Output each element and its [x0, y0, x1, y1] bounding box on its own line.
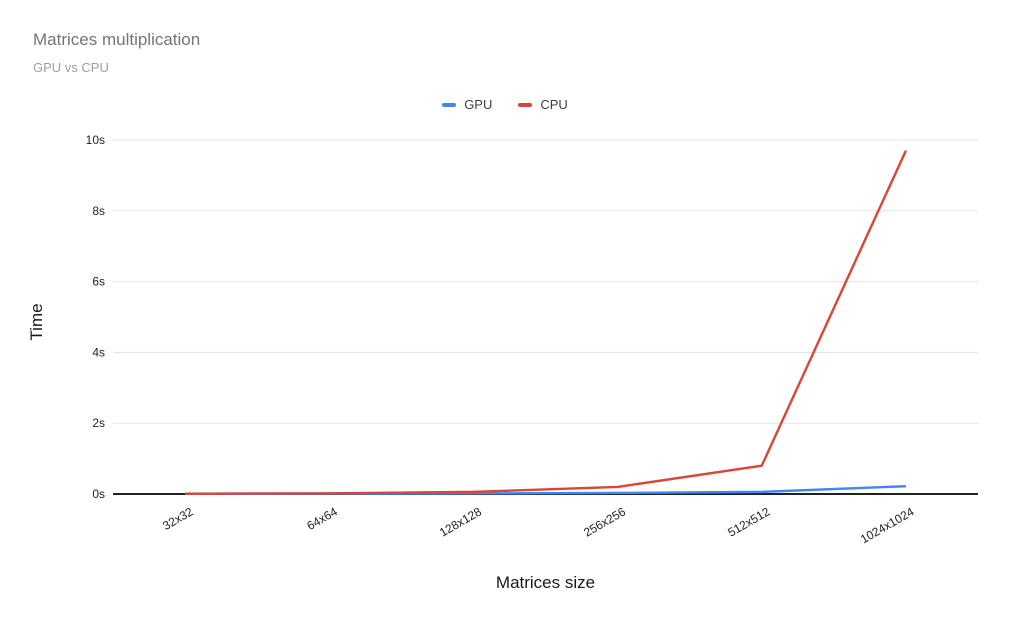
legend: GPU CPU [0, 97, 1010, 112]
y-tick-label: 10s [86, 133, 105, 147]
x-tick-label: 1024x1024 [858, 504, 917, 546]
x-tick-label: 256x256 [581, 504, 628, 539]
y-axis-title: Time [27, 303, 46, 340]
legend-item-gpu[interactable]: GPU [442, 97, 492, 112]
x-tick-label: 512x512 [725, 504, 772, 539]
chart-title: Matrices multiplication [33, 30, 201, 49]
chart-subtitle: GPU vs CPU [33, 60, 109, 75]
x-tick-label: 32x32 [160, 504, 196, 533]
y-tick-label: 6s [92, 275, 105, 289]
y-tick-label: 4s [92, 345, 105, 359]
y-tick-label: 2s [92, 416, 105, 430]
x-tick-label: 128x128 [437, 504, 484, 539]
legend-label: GPU [464, 97, 493, 112]
legend-label: CPU [540, 97, 568, 112]
legend-item-cpu[interactable]: CPU [518, 97, 568, 112]
x-tick-label: 64x64 [304, 504, 340, 533]
legend-swatch-cpu [518, 102, 533, 107]
y-tick-label: 0s [92, 487, 105, 501]
x-axis-title: Matrices size [496, 573, 595, 592]
series-line-cpu[interactable] [185, 150, 908, 495]
y-tick-label: 8s [92, 204, 105, 218]
legend-swatch-gpu [442, 102, 457, 107]
